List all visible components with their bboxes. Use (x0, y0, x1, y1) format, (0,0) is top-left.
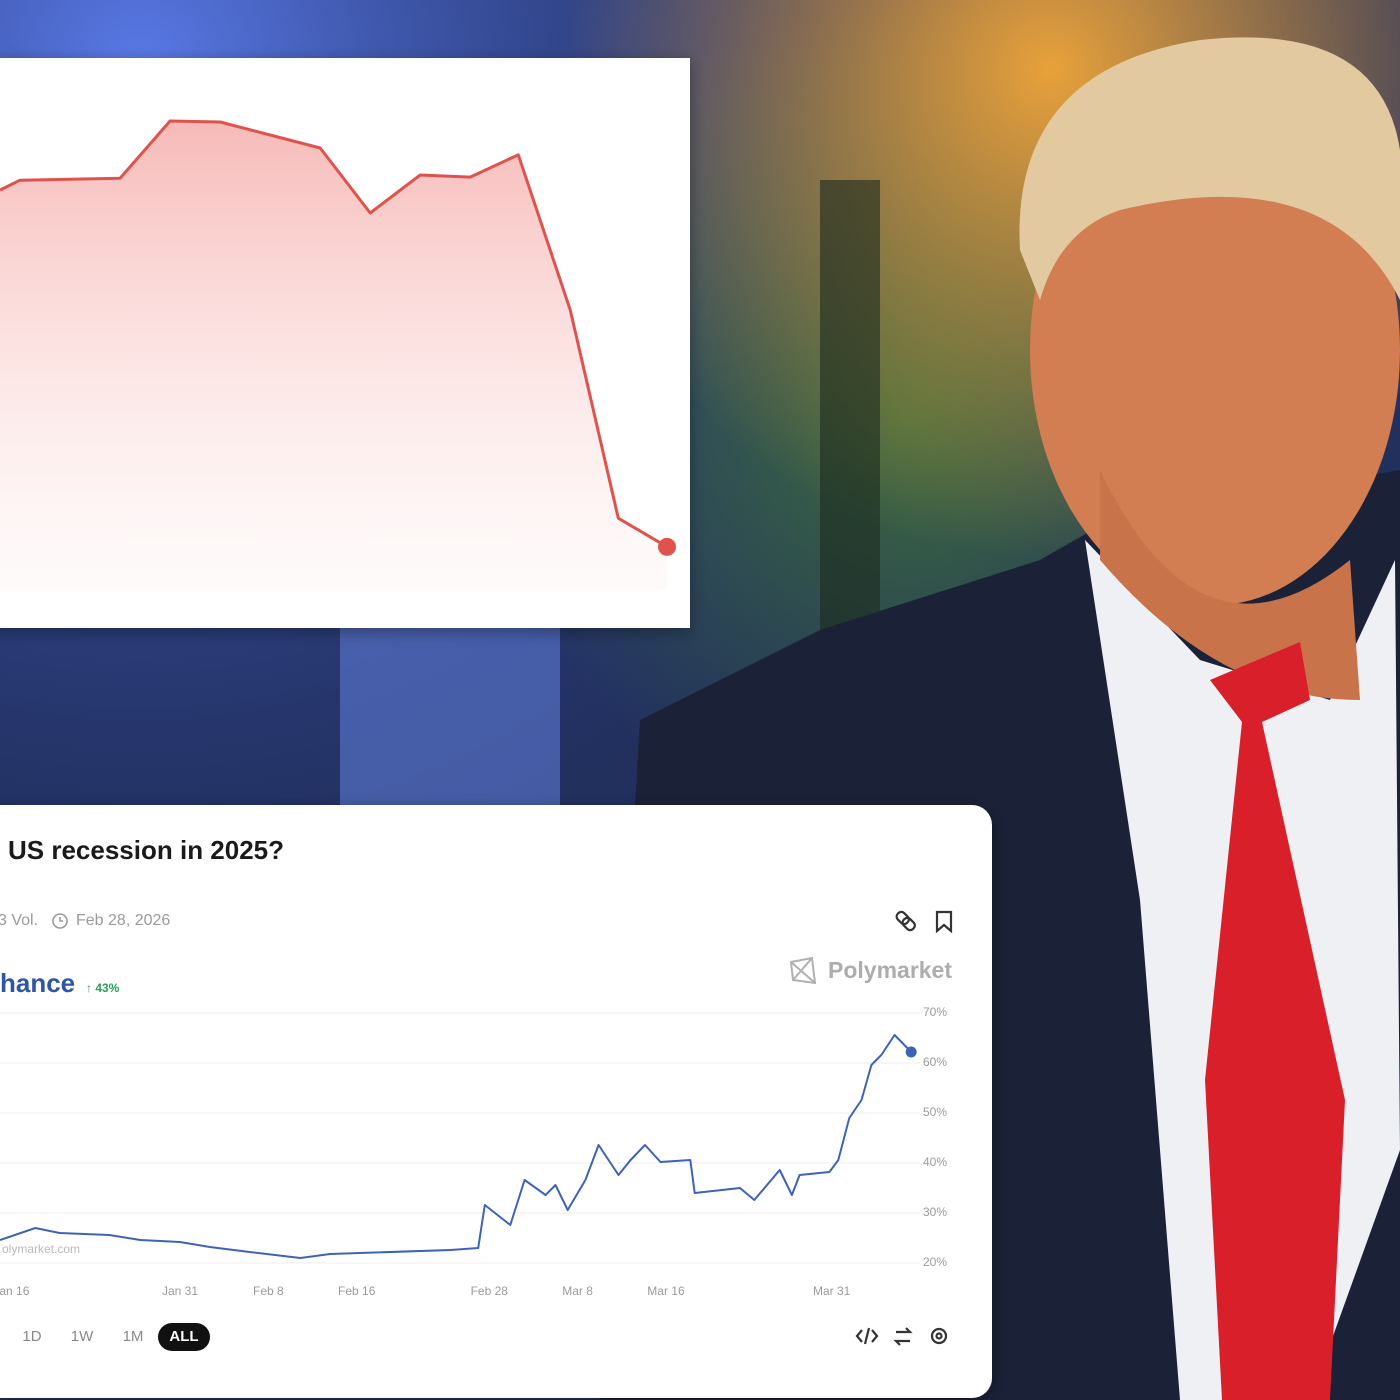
range-label: 1M (123, 1328, 144, 1345)
chart-tools (855, 1327, 948, 1346)
outcome-name: hance (0, 968, 75, 998)
y-tick-label: 70% (923, 1005, 947, 1019)
y-tick-label: 40% (923, 1155, 947, 1169)
volume: 3 Vol. (0, 912, 38, 929)
settings-icon-center (935, 1332, 943, 1340)
area (0, 121, 667, 590)
card (0, 805, 992, 1398)
y-tick-label: 30% (923, 1205, 947, 1219)
watermark: olymarket.com (2, 1242, 80, 1256)
top-chart-panel (0, 58, 690, 628)
y-tick-label: 20% (923, 1255, 947, 1269)
link-icon[interactable] (895, 910, 917, 932)
swap-icon[interactable] (893, 1327, 913, 1346)
range-button-bg (158, 1323, 210, 1351)
end-point (658, 537, 676, 556)
line (0, 119, 668, 549)
x-tick-label: Mar 8 (562, 1284, 593, 1298)
range-button[interactable]: ALL (158, 1323, 210, 1351)
line (0, 1034, 912, 1259)
x-tick-label: Mar 31 (813, 1284, 851, 1298)
market-title: US recession in 2025? (8, 835, 284, 865)
range-label: 1W (71, 1328, 94, 1345)
clock-icon (52, 913, 68, 929)
x-tick-label: Jan 31 (162, 1284, 198, 1298)
range-label: 1D (22, 1328, 41, 1345)
settings-icon[interactable] (930, 1327, 948, 1345)
change: ↑ 43% (86, 981, 120, 995)
x-tick-label: Feb 28 (471, 1284, 509, 1298)
x-tick-label: Feb 8 (253, 1284, 284, 1298)
range-label: ALL (169, 1328, 198, 1345)
range-button[interactable]: 1M (123, 1328, 144, 1345)
y-tick-label: 50% (923, 1105, 947, 1119)
y-tick-label: 60% (923, 1055, 947, 1069)
embed-icon[interactable] (855, 1327, 879, 1345)
end-date: Feb 28, 2026 (76, 912, 170, 929)
brand-logo (789, 956, 817, 985)
end-point (905, 1046, 917, 1058)
x-tick-label: Mar 16 (647, 1284, 685, 1298)
bookmark-icon[interactable] (935, 910, 953, 934)
person-photo (600, 37, 1400, 1400)
market-card: US recession in 2025? 3 Vol. Feb 28, 202… (0, 805, 992, 1398)
x-tick-label: Feb 16 (338, 1284, 376, 1298)
x-tick-label: an 16 (0, 1284, 30, 1298)
range-button[interactable]: 1D (22, 1328, 41, 1345)
range-button[interactable]: 1W (71, 1328, 94, 1345)
brand: Polymarket (828, 957, 952, 983)
